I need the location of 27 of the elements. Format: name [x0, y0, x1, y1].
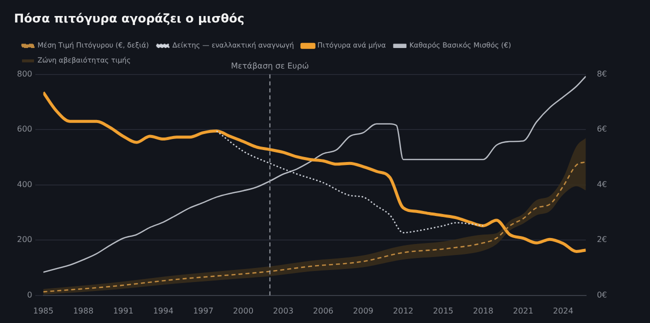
ref-line-label: Μετάβαση σε Ευρώ [230, 61, 310, 70]
x-tick-label: 1997 [193, 306, 214, 316]
y-tick-label: 200 [16, 235, 32, 244]
x-tick-label: 2009 [353, 306, 374, 316]
x-tick-label: 2006 [313, 306, 334, 316]
x-tick-label: 2003 [273, 306, 294, 316]
x-tick-label: 1994 [153, 306, 174, 316]
y2-tick-label: 6€ [596, 124, 608, 134]
x-tick-label: 2012 [393, 306, 414, 316]
x-tick-label: 2024 [552, 306, 574, 316]
y2-tick-label: 0€ [596, 290, 608, 300]
y-tick-label: 0 [27, 290, 32, 300]
chart-title: Πόσα πιτόγυρα αγοράζει ο μισθός [14, 11, 244, 26]
line-series [216, 130, 484, 234]
x-tick-label: 1991 [113, 306, 134, 316]
y2-tick-label: 2€ [596, 235, 608, 244]
x-tick-label: 2018 [472, 306, 494, 316]
y-tick-label: 400 [16, 180, 32, 189]
x-tick-label: 2015 [433, 306, 454, 316]
x-tick-label: 2021 [512, 306, 534, 316]
x-tick-label: 1988 [73, 306, 94, 316]
x-tick-label: 2000 [233, 306, 254, 316]
y-tick-label: 600 [16, 124, 32, 134]
y2-tick-label: 4€ [596, 180, 608, 189]
x-tick-label: 1985 [33, 306, 54, 316]
y2-tick-label: 8€ [596, 69, 608, 78]
y-tick-label: 800 [16, 69, 32, 78]
